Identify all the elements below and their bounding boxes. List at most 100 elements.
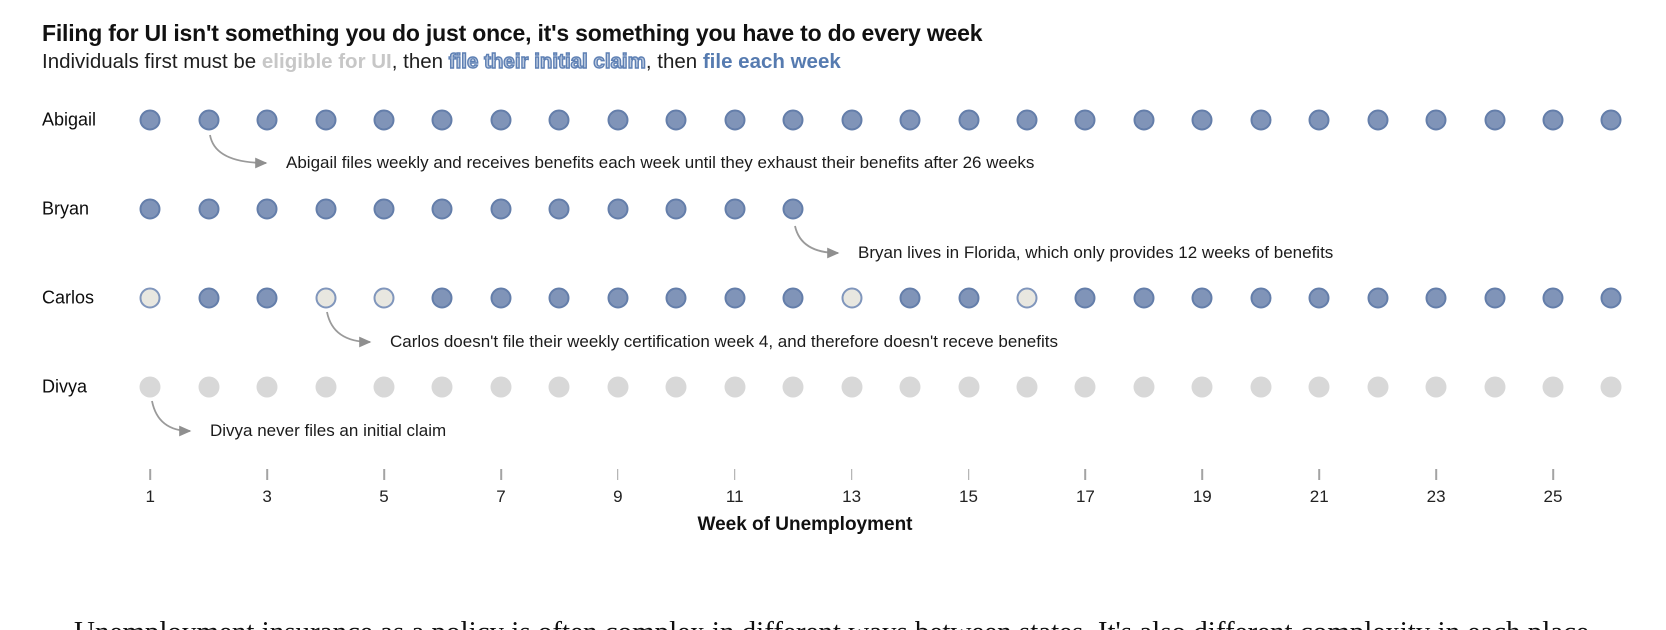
week-dot-carlos-w18 bbox=[1133, 287, 1155, 309]
week-dot-carlos-w20 bbox=[1250, 287, 1272, 309]
subtitle-text: Individuals first must be bbox=[42, 50, 262, 73]
x-axis-tick-label: 5 bbox=[379, 487, 389, 506]
week-dot-carlos-w15 bbox=[958, 287, 980, 309]
week-dot-carlos-w1 bbox=[139, 287, 161, 309]
week-dot-carlos-w9 bbox=[607, 287, 629, 309]
week-dot-divya-w19 bbox=[1191, 376, 1213, 398]
week-dot-carlos-w13 bbox=[841, 287, 863, 309]
week-dot-abigail-w1 bbox=[139, 109, 161, 131]
week-dot-abigail-w14 bbox=[899, 109, 921, 131]
week-dot-carlos-w23 bbox=[1425, 287, 1447, 309]
week-dot-divya-w5 bbox=[373, 376, 395, 398]
row-label-carlos: Carlos bbox=[42, 287, 95, 308]
week-dot-carlos-w22 bbox=[1367, 287, 1389, 309]
week-dot-bryan-w6 bbox=[431, 198, 453, 220]
week-dot-abigail-w9 bbox=[607, 109, 629, 131]
week-dot-divya-w8 bbox=[548, 376, 570, 398]
row-label-abigail: Abigail bbox=[42, 109, 97, 130]
week-dot-bryan-w12 bbox=[782, 198, 804, 220]
x-axis-tick-mark bbox=[617, 469, 619, 480]
x-axis-tick-mark bbox=[967, 469, 970, 480]
week-dot-carlos-w10 bbox=[665, 287, 687, 309]
x-axis-tick-mark bbox=[1435, 469, 1437, 480]
week-dot-divya-w1 bbox=[139, 376, 161, 398]
week-dot-carlos-w21 bbox=[1308, 287, 1330, 309]
week-dot-abigail-w8 bbox=[548, 109, 570, 131]
week-dot-divya-w26 bbox=[1600, 376, 1622, 398]
week-dot-divya-w6 bbox=[431, 376, 453, 398]
chart-title: Filing for UI isn't something you do jus… bbox=[42, 20, 983, 46]
week-dot-abigail-w21 bbox=[1308, 109, 1330, 131]
week-dot-divya-w7 bbox=[490, 376, 512, 398]
week-dot-divya-w11 bbox=[724, 376, 746, 398]
annotation-divya: Divya never files an initial claim bbox=[210, 421, 447, 440]
week-dot-divya-w13 bbox=[841, 376, 863, 398]
annotation-arrow-abigail bbox=[209, 134, 268, 169]
week-dot-divya-w4 bbox=[315, 376, 337, 398]
subtitle-eligible-highlight: eligible for UI bbox=[261, 50, 392, 73]
week-dot-divya-w17 bbox=[1074, 376, 1096, 398]
annotation-arrow-bryan bbox=[794, 225, 840, 259]
week-dot-abigail-w19 bbox=[1191, 109, 1213, 131]
week-dot-carlos-w3 bbox=[256, 287, 278, 309]
week-dot-divya-w10 bbox=[665, 376, 687, 398]
clipped-body-paragraph: Unemployment insurance as a policy is of… bbox=[74, 616, 1596, 630]
subtitle-text: , then bbox=[391, 50, 449, 73]
week-dot-abigail-w17 bbox=[1074, 109, 1096, 131]
annotation-arrow-divya bbox=[151, 400, 192, 437]
week-dot-abigail-w16 bbox=[1016, 109, 1038, 131]
week-dot-divya-w14 bbox=[899, 376, 921, 398]
subtitle-text: , then bbox=[645, 50, 703, 73]
x-axis-tick-label: 1 bbox=[145, 487, 155, 506]
week-dot-bryan-w10 bbox=[665, 198, 687, 220]
annotation-abigail: Abigail files weekly and receives benefi… bbox=[286, 153, 1035, 172]
week-dot-abigail-w24 bbox=[1484, 109, 1506, 131]
x-axis-tick-label: 3 bbox=[262, 487, 272, 506]
x-axis-title: Week of Unemployment bbox=[697, 514, 913, 535]
subtitle-each-week-highlight: file each week bbox=[702, 50, 841, 73]
week-dot-bryan-w3 bbox=[256, 198, 278, 220]
week-dot-abigail-w18 bbox=[1133, 109, 1155, 131]
week-dot-carlos-w8 bbox=[548, 287, 570, 309]
week-dot-bryan-w2 bbox=[198, 198, 220, 220]
x-axis-tick-label: 19 bbox=[1192, 487, 1212, 506]
week-dot-abigail-w10 bbox=[665, 109, 687, 131]
week-dot-bryan-w4 bbox=[315, 198, 337, 220]
x-axis-tick-label: 15 bbox=[959, 487, 978, 506]
x-axis-tick-mark bbox=[733, 469, 736, 480]
week-dot-carlos-w7 bbox=[490, 287, 512, 309]
week-dot-divya-w22 bbox=[1367, 376, 1389, 398]
week-dot-carlos-w12 bbox=[782, 287, 804, 309]
week-dot-abigail-w6 bbox=[431, 109, 453, 131]
week-dot-carlos-w5 bbox=[373, 287, 395, 309]
week-dot-bryan-w11 bbox=[724, 198, 746, 220]
week-dot-abigail-w22 bbox=[1367, 109, 1389, 131]
x-axis-tick-label: 13 bbox=[842, 487, 862, 506]
week-dot-bryan-w9 bbox=[607, 198, 629, 220]
week-dot-abigail-w11 bbox=[724, 109, 746, 131]
week-dot-abigail-w3 bbox=[256, 109, 278, 131]
week-dot-carlos-w2 bbox=[198, 287, 220, 309]
week-dot-carlos-w14 bbox=[899, 287, 921, 309]
x-axis-tick-mark bbox=[1084, 469, 1087, 480]
x-axis-tick-mark bbox=[149, 469, 152, 480]
week-dot-divya-w12 bbox=[782, 376, 804, 398]
week-dot-divya-w3 bbox=[256, 376, 278, 398]
week-dot-carlos-w24 bbox=[1484, 287, 1506, 309]
x-axis-tick-mark bbox=[850, 469, 853, 480]
week-dot-carlos-w4 bbox=[315, 287, 337, 309]
week-dot-carlos-w16 bbox=[1016, 287, 1038, 309]
week-dot-carlos-w25 bbox=[1542, 287, 1564, 309]
week-dot-divya-w9 bbox=[607, 376, 629, 398]
week-dot-abigail-w5 bbox=[373, 109, 395, 131]
x-axis-tick-label: 11 bbox=[725, 487, 744, 506]
week-dot-abigail-w13 bbox=[841, 109, 863, 131]
row-label-bryan: Bryan bbox=[42, 198, 90, 219]
week-dot-abigail-w4 bbox=[315, 109, 337, 131]
week-dot-divya-w25 bbox=[1542, 376, 1564, 398]
x-axis-tick-label: 23 bbox=[1426, 487, 1446, 506]
week-dot-abigail-w23 bbox=[1425, 109, 1447, 131]
week-dot-divya-w23 bbox=[1425, 376, 1447, 398]
x-axis-tick-label: 17 bbox=[1075, 487, 1095, 506]
